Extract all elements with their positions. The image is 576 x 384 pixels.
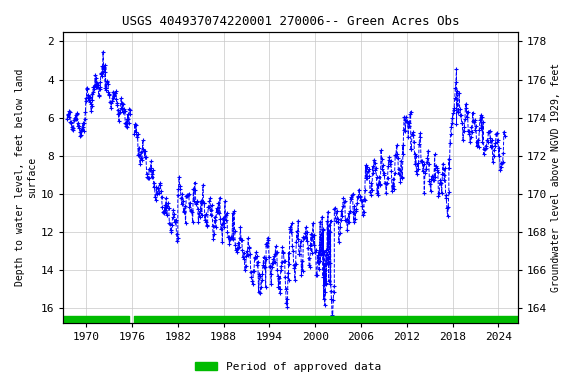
Legend: Period of approved data: Period of approved data: [191, 358, 385, 377]
Title: USGS 404937074220001 270006-- Green Acres Obs: USGS 404937074220001 270006-- Green Acre…: [122, 15, 459, 28]
Y-axis label: Groundwater level above NGVD 1929, feet: Groundwater level above NGVD 1929, feet: [551, 63, 561, 292]
Y-axis label: Depth to water level, feet below land
surface: Depth to water level, feet below land su…: [15, 69, 37, 286]
